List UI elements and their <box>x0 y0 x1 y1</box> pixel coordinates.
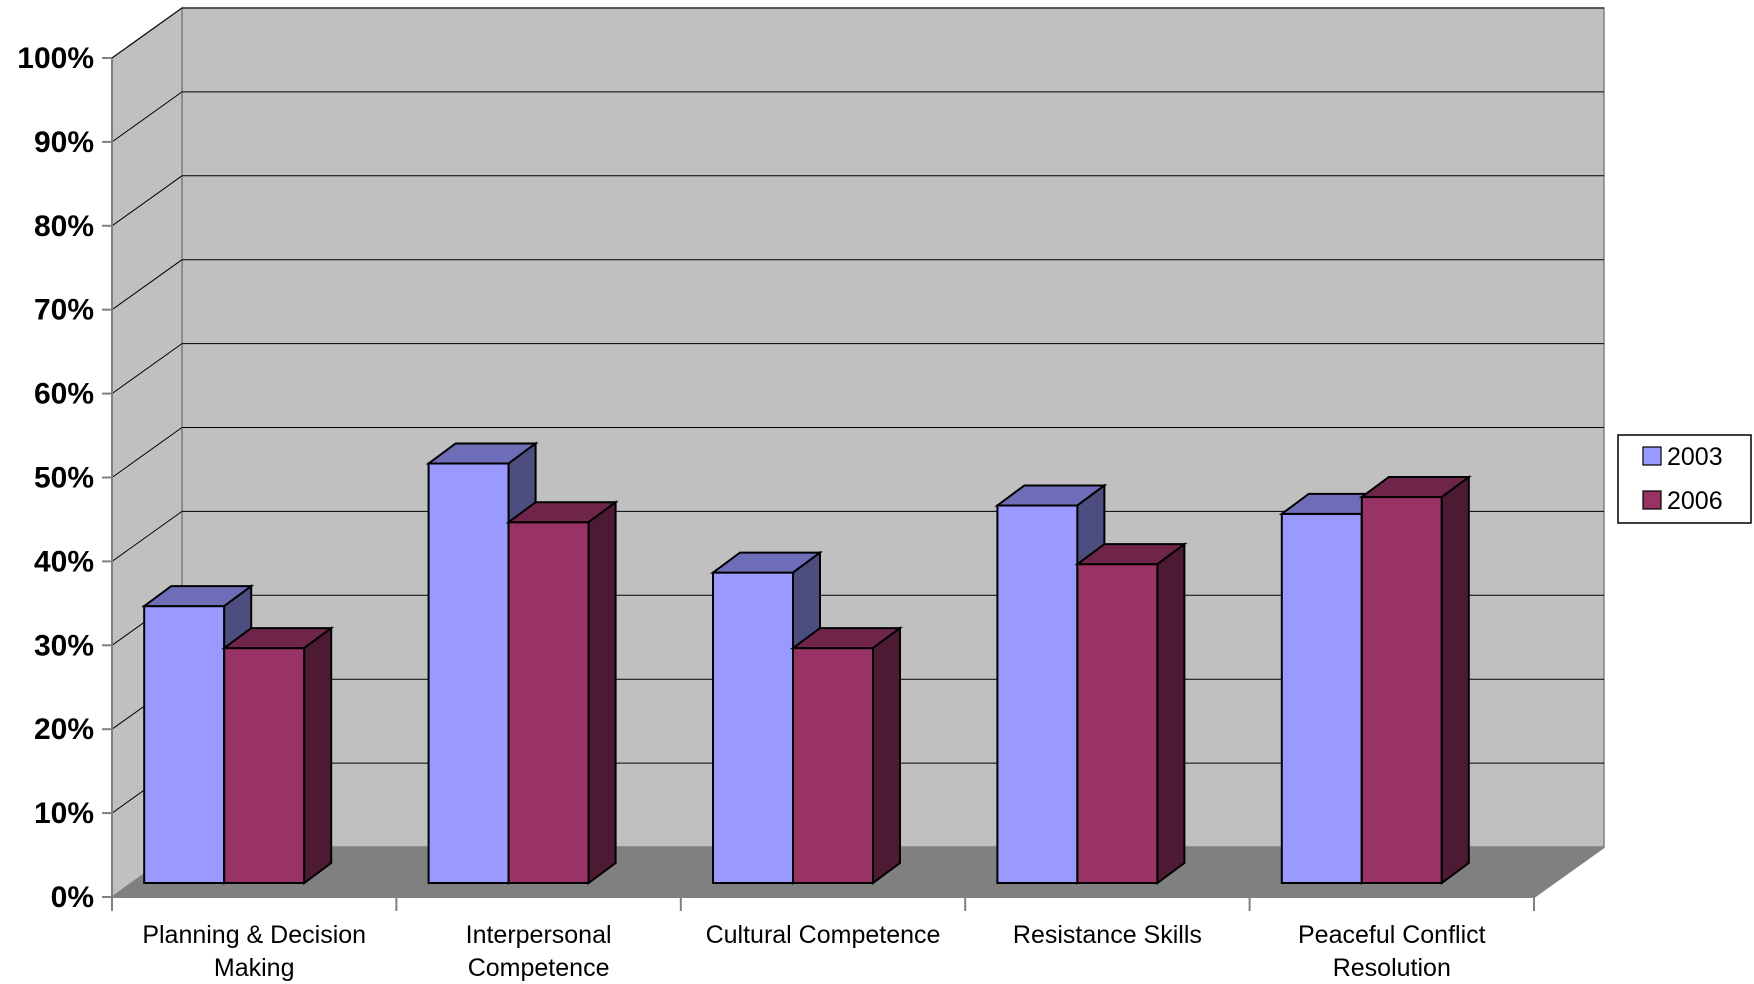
y-tick-label: 80% <box>34 210 94 243</box>
bar-front <box>427 462 510 884</box>
bar-front <box>996 504 1079 884</box>
bar-side <box>872 626 901 885</box>
bar-2006-3 <box>1074 542 1188 885</box>
bar-front <box>1076 563 1159 884</box>
bar-2006-1 <box>505 500 619 885</box>
bar-side <box>587 500 617 885</box>
gridline-side <box>111 427 183 478</box>
y-tick-label: 40% <box>34 545 94 578</box>
x-tick-label: Cultural Competence <box>706 921 941 949</box>
legend-swatch-2006 <box>1642 490 1662 510</box>
gridline-side <box>111 510 183 562</box>
bar-2006-4 <box>1358 475 1472 885</box>
x-tick-label: Interpersonal <box>466 921 612 949</box>
bar-front <box>507 521 590 884</box>
bar-2006-0 <box>221 626 335 885</box>
bar-front <box>143 605 226 884</box>
x-tick-label: Competence <box>468 954 610 982</box>
floor-edge <box>1533 846 1605 898</box>
bar-2006-2 <box>789 626 904 885</box>
legend: 2003 2006 <box>1617 434 1752 524</box>
x-tick-label: Resolution <box>1333 954 1451 982</box>
axes <box>102 57 1605 911</box>
y-tick-label: 20% <box>34 713 94 746</box>
gridline-side <box>111 175 183 227</box>
y-tick-label: 30% <box>34 629 94 662</box>
y-tick-label: 10% <box>34 797 94 830</box>
y-tick-label: 50% <box>34 462 94 495</box>
x-tick-label: Planning & Decision <box>142 921 366 949</box>
gridline-side <box>111 259 183 311</box>
y-tick-label: 100% <box>17 42 94 75</box>
legend-box <box>1617 434 1752 524</box>
bar-side <box>1440 475 1470 885</box>
bar-front <box>223 647 306 885</box>
bar-side <box>1156 542 1186 885</box>
gridline-side <box>111 7 183 59</box>
x-tick-label: Resistance Skills <box>1013 921 1202 949</box>
gridline-side <box>111 343 183 395</box>
bar-front <box>792 647 874 885</box>
y-tick-label: 70% <box>34 294 94 327</box>
y-tick-label: 90% <box>34 126 94 159</box>
x-tick-label: Making <box>214 954 295 982</box>
legend-swatch-2003 <box>1642 446 1662 466</box>
legend-label-2006: 2006 <box>1667 487 1723 515</box>
bar-front <box>1360 496 1443 884</box>
bar-front <box>712 571 794 884</box>
y-axis-tick-labels: 0% 10% 20% 30% 40% 50% 60% 70% 80% 90% 100% <box>17 42 94 914</box>
legend-label-2003: 2003 <box>1667 443 1723 471</box>
x-tick-label: Peaceful Conflict <box>1298 921 1486 949</box>
gridline-side <box>111 91 183 143</box>
bars <box>141 441 1472 885</box>
bar-front <box>1280 512 1363 885</box>
y-tick-label: 60% <box>34 378 94 411</box>
x-axis-tick-labels: Planning & Decision Making Interpersonal Co… <box>142 921 1485 982</box>
y-tick-label: 0% <box>51 881 94 914</box>
bar-side <box>303 626 333 885</box>
